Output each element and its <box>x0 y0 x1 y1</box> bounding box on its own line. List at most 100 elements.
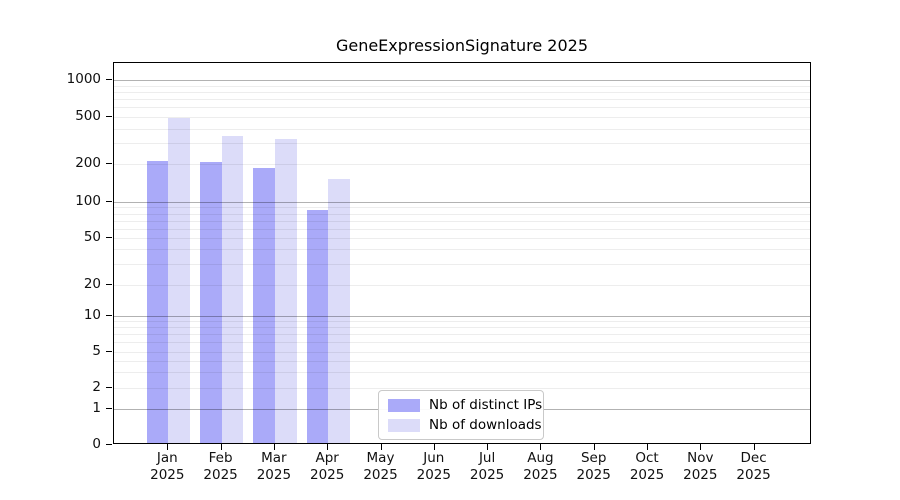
y-tick-mark <box>106 408 112 410</box>
year-label: 2025 <box>469 467 505 483</box>
grid-minor-line <box>114 228 810 230</box>
y-tick-label: 5 <box>92 342 101 359</box>
grid-minor-line <box>114 285 810 287</box>
grid-minor-line <box>114 372 810 374</box>
y-tick-mark <box>106 444 112 445</box>
grid-major-line <box>114 202 810 203</box>
x-tick-mark <box>433 444 435 450</box>
grid-minor-line <box>114 321 810 323</box>
grid-minor-line <box>114 213 810 215</box>
x-tick-mark <box>273 444 275 450</box>
grid-major-line <box>114 315 810 317</box>
y-tick-mark <box>106 387 112 389</box>
x-tick-label-apr: Apr 2025 <box>282 450 372 484</box>
x-tick-label-jun: Jun 2025 <box>389 450 479 484</box>
y-tick-label: 200 <box>75 155 101 172</box>
plot-area <box>113 62 811 444</box>
y-tick-mark <box>106 284 112 286</box>
x-tick-mark <box>487 444 489 450</box>
x-tick-label-sep: Sep 2025 <box>549 450 639 484</box>
bar-ips-apr <box>306 209 329 443</box>
x-tick-label-jan: Jan 2025 <box>122 450 212 484</box>
bar-downloads-feb <box>221 136 244 443</box>
x-tick-label-oct: Oct 2025 <box>602 450 692 484</box>
grid-minor-line <box>114 207 810 209</box>
year-label: 2025 <box>310 467 345 483</box>
y-tick-label: 10 <box>83 306 101 323</box>
grid-minor-line <box>114 107 810 109</box>
grid-major-line <box>114 79 810 81</box>
year-label: 2025 <box>523 467 558 483</box>
grid-minor-line <box>114 237 810 239</box>
x-tick-mark <box>647 444 648 450</box>
bar-ips-jan <box>146 161 169 443</box>
bar-ips-mar <box>253 168 275 443</box>
bar-ips-feb <box>199 162 222 443</box>
legend-label: Nb of downloads <box>429 417 542 433</box>
chart-title: GeneExpressionSignature 2025 <box>335 36 589 55</box>
x-tick-mark <box>700 444 702 450</box>
bar-downloads-apr <box>328 178 350 443</box>
month-label: Jan <box>156 450 178 466</box>
legend-swatch-downloads <box>388 418 420 432</box>
year-label: 2025 <box>363 467 398 483</box>
legend-item-ips: Nb of distinct IPs <box>388 397 542 413</box>
grid-minor-line <box>114 164 810 166</box>
grid-minor-line <box>114 351 810 353</box>
year-label: 2025 <box>683 467 718 483</box>
y-tick-mark <box>106 201 112 202</box>
x-tick-label-jul: Jul 2025 <box>442 450 532 484</box>
grid-minor-line <box>114 85 810 87</box>
year-label: 2025 <box>576 467 611 483</box>
grid-minor-line <box>114 99 810 101</box>
grid-minor-line <box>114 117 810 118</box>
bar-downloads-jan <box>168 118 190 443</box>
month-label: Jul <box>478 450 496 466</box>
month-label: Jun <box>423 450 445 466</box>
month-label: Sep <box>580 450 607 466</box>
grid-minor-line <box>114 143 810 145</box>
grid-minor-line <box>114 360 810 362</box>
y-tick-mark <box>106 350 112 352</box>
y-tick-label: 20 <box>83 276 101 293</box>
y-tick-mark <box>106 78 112 80</box>
x-tick-mark <box>327 444 329 450</box>
month-label: Apr <box>315 450 339 466</box>
x-tick-label-aug: Aug 2025 <box>495 450 585 484</box>
x-tick-mark <box>753 444 755 450</box>
year-label: 2025 <box>150 467 185 483</box>
grid-minor-line <box>114 342 810 344</box>
grid-minor-line <box>114 249 810 251</box>
x-tick-label-mar: Mar 2025 <box>229 450 319 484</box>
legend-label: Nb of distinct IPs <box>429 397 543 413</box>
grid-minor-line <box>114 91 810 93</box>
x-tick-label-feb: Feb 2025 <box>176 450 266 484</box>
year-label: 2025 <box>203 467 238 483</box>
y-tick-mark <box>106 314 112 316</box>
x-tick-label-dec: Dec 2025 <box>709 450 799 484</box>
year-label: 2025 <box>736 467 771 483</box>
month-label: Aug <box>527 450 554 466</box>
x-tick-mark <box>220 444 222 450</box>
month-label: Mar <box>261 450 287 466</box>
y-tick-label: 50 <box>83 228 101 245</box>
x-tick-mark <box>540 444 542 450</box>
x-tick-mark <box>380 444 382 450</box>
grid-minor-line <box>114 264 810 266</box>
grid-minor-line <box>114 327 810 329</box>
y-tick-label: 500 <box>75 108 101 124</box>
y-tick-label: 0 <box>92 436 101 452</box>
year-label: 2025 <box>629 467 665 483</box>
grid-minor-line <box>114 128 810 130</box>
x-tick-mark <box>167 444 169 450</box>
month-label: Dec <box>740 450 767 466</box>
bar-downloads-mar <box>274 138 297 443</box>
y-tick-label: 100 <box>75 193 101 209</box>
legend: Nb of distinct IPs Nb of downloads <box>378 390 544 440</box>
grid-minor-line <box>114 220 810 222</box>
month-label: May <box>366 450 395 466</box>
month-label: Feb <box>208 450 233 466</box>
y-tick-mark <box>106 163 112 165</box>
y-tick-label: 1000 <box>66 70 101 87</box>
